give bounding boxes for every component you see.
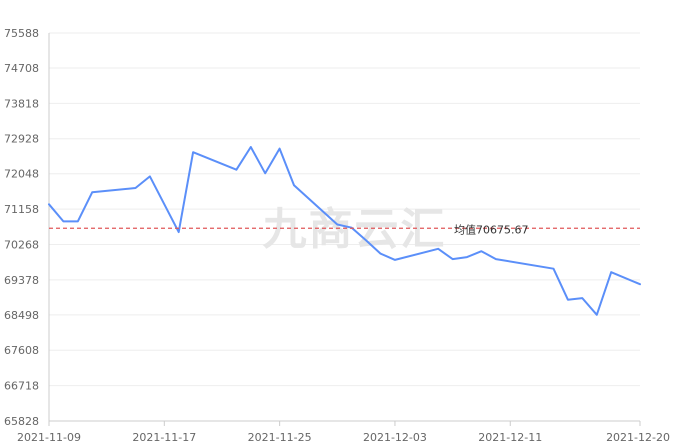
y-tick-label: 67608 xyxy=(4,344,39,357)
y-tick-label: 70268 xyxy=(4,238,39,251)
x-tick-label: 2021-11-09 xyxy=(17,431,81,444)
y-tick-label: 69378 xyxy=(4,274,39,287)
gridlines xyxy=(49,32,640,387)
y-axis: 65828 66718 67608 68498 69378 70268 71158 72048… xyxy=(4,27,50,428)
mean-line-label: 均值70675.67 xyxy=(454,223,529,236)
y-tick-label: 71158 xyxy=(4,203,39,216)
x-axis: 2021-11-09 2021-11-17 2021-11-25 2021-12-03… xyxy=(17,420,670,444)
x-tick-label: 2021-12-20 xyxy=(606,431,670,444)
y-tick-label: 72928 xyxy=(4,133,39,146)
mean-line-group: 均值70675.67 xyxy=(49,223,640,236)
y-tick-label: 74708 xyxy=(4,62,39,75)
y-tick-label: 66718 xyxy=(4,380,39,393)
x-tick-label: 2021-12-03 xyxy=(363,431,427,444)
x-tick-label: 2021-11-25 xyxy=(248,431,312,444)
x-tick-label: 2021-12-11 xyxy=(478,431,542,444)
y-tick-label: 73818 xyxy=(4,97,39,110)
y-tick-label: 68498 xyxy=(4,309,39,322)
y-tick-label: 65828 xyxy=(4,415,39,428)
x-tick-label: 2021-11-17 xyxy=(132,431,196,444)
y-tick-label: 72048 xyxy=(4,168,39,181)
y-tick-label: 75588 xyxy=(4,27,39,40)
